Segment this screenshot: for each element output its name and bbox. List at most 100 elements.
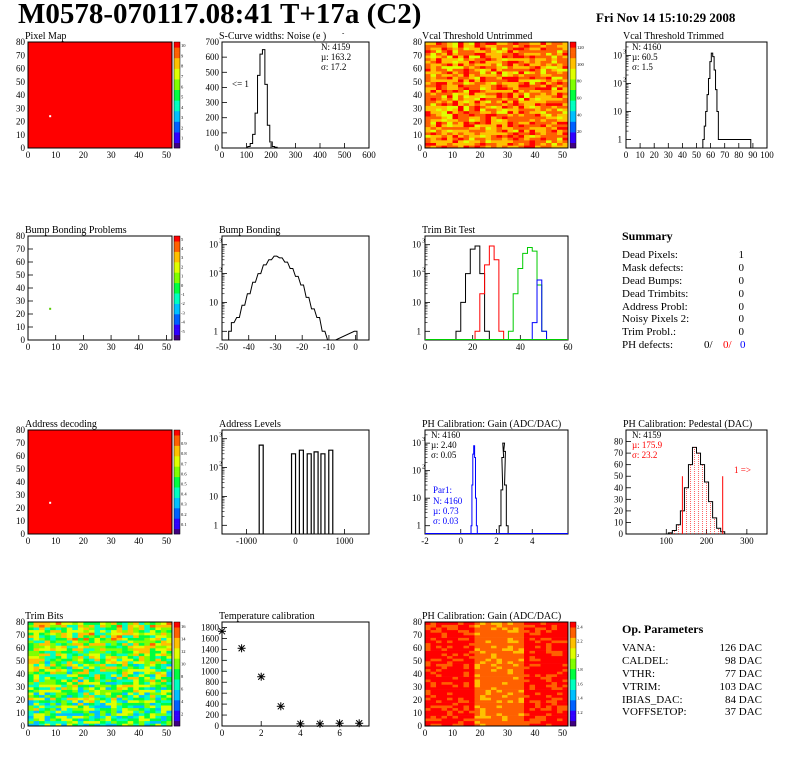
heatmap-cell [562, 684, 569, 688]
heatmap-cell [491, 116, 497, 120]
heatmap-cell [463, 650, 470, 654]
heatmap-cell [551, 627, 558, 631]
heatmap-cell [447, 679, 453, 683]
heatmap-cell [513, 637, 519, 641]
heatmap-cell [33, 707, 40, 711]
heatmap-cell [452, 645, 459, 649]
palette-label: 120 [577, 45, 585, 50]
heatmap-cell [480, 108, 486, 112]
heatmap-cell [463, 100, 470, 104]
heatmap-cell [507, 687, 514, 690]
heatmap-cell [138, 653, 145, 657]
heatmap-fill [28, 430, 172, 534]
y-tick-exponent: 3 [219, 239, 222, 245]
palette-cell [570, 674, 576, 680]
heatmap-cell [458, 702, 464, 706]
x-tick-label: 4 [530, 536, 535, 546]
heatmap-cell [480, 76, 486, 80]
heatmap-cell [546, 116, 552, 120]
heatmap-cell [502, 76, 508, 80]
heatmap-cell [144, 637, 151, 641]
heatmap-cell [491, 44, 497, 48]
y-tick-label: 80 [413, 617, 423, 627]
heatmap-cell [447, 81, 453, 85]
heatmap-cell [551, 663, 558, 667]
heatmap-cell [524, 671, 530, 675]
heatmap-cell [480, 129, 486, 133]
heatmap-cell [441, 142, 448, 146]
heatmap-cell [535, 648, 541, 651]
heatmap-cell [502, 105, 508, 109]
heatmap-cell [458, 697, 464, 701]
heatmap-cell [72, 640, 79, 644]
heatmap-cell [436, 723, 442, 727]
heatmap-cell [496, 142, 503, 146]
heatmap-cell [463, 76, 470, 80]
heatmap-cell [458, 95, 464, 98]
heatmap-cell [540, 68, 547, 72]
heatmap-cell [447, 42, 453, 45]
heatmap-cell [452, 63, 459, 67]
y-tick-label: 1000 [201, 666, 220, 676]
x-tick-label: 400 [313, 150, 327, 160]
stats-line: N: 4160 [431, 430, 461, 440]
histogram-series-2 [507, 246, 548, 340]
heatmap-cell [524, 97, 530, 101]
op_params-label: CALDEL: [622, 654, 669, 667]
heatmap-cell [160, 676, 167, 680]
heatmap-cell [39, 684, 45, 688]
heatmap-cell [529, 95, 536, 98]
heatmap-cell [529, 47, 536, 51]
heatmap-cell [83, 635, 90, 638]
heatmap-cell [88, 650, 95, 654]
heatmap-cell [546, 79, 552, 83]
heatmap-cell [452, 676, 459, 680]
heatmap-cell [540, 121, 547, 125]
heatmap-cell [458, 52, 464, 56]
heatmap-cell [463, 124, 470, 128]
heatmap-cell [61, 645, 68, 649]
heatmap-cell [535, 55, 541, 59]
heatmap-cell [77, 666, 84, 670]
heatmap-cell [485, 145, 492, 149]
heatmap-cell [529, 640, 536, 644]
summary-row: Dead Trimbits: 0 [622, 288, 752, 301]
heatmap-cell [480, 52, 486, 56]
palette-label: 3 [181, 255, 184, 260]
heatmap-cell [425, 113, 431, 117]
heatmap-cell [425, 97, 431, 101]
heatmap-cell [535, 642, 541, 646]
heatmap-cell [149, 720, 156, 724]
heatmap-cell [502, 622, 508, 625]
heatmap-cell [425, 116, 431, 120]
heatmap-cell [94, 705, 101, 709]
heatmap-cell [502, 697, 508, 701]
heatmap-cell [44, 632, 51, 636]
heatmap-cell [44, 635, 51, 638]
heatmap-cell [127, 723, 134, 727]
heatmap-cell [529, 137, 536, 141]
heatmap-cell [551, 89, 558, 93]
heatmap-cell [127, 707, 134, 711]
summary-ph-row: PH defects: 0/ 0/ 0 [622, 339, 752, 352]
heatmap-cell [496, 666, 503, 670]
heatmap-cell [458, 105, 464, 109]
heatmap-cell [458, 663, 464, 667]
heatmap-cell [55, 679, 62, 683]
heatmap-cell [529, 129, 536, 133]
heatmap-cell [524, 658, 530, 662]
heatmap-cell [66, 635, 73, 638]
heatmap-cell [116, 655, 123, 659]
heatmap-cell [474, 700, 481, 703]
heatmap-cell [562, 73, 569, 77]
histogram-series-0 [702, 52, 753, 149]
heatmap-cell [485, 42, 492, 45]
heatmap-cell [551, 702, 558, 706]
heatmap-cell [138, 702, 145, 706]
plot-frame [625, 429, 768, 535]
heatmap-cell [469, 42, 475, 45]
heatmap-cell [518, 113, 525, 117]
heatmap-cell [127, 671, 134, 675]
heatmap-cell [44, 681, 51, 685]
heatmap-cell [144, 689, 151, 693]
